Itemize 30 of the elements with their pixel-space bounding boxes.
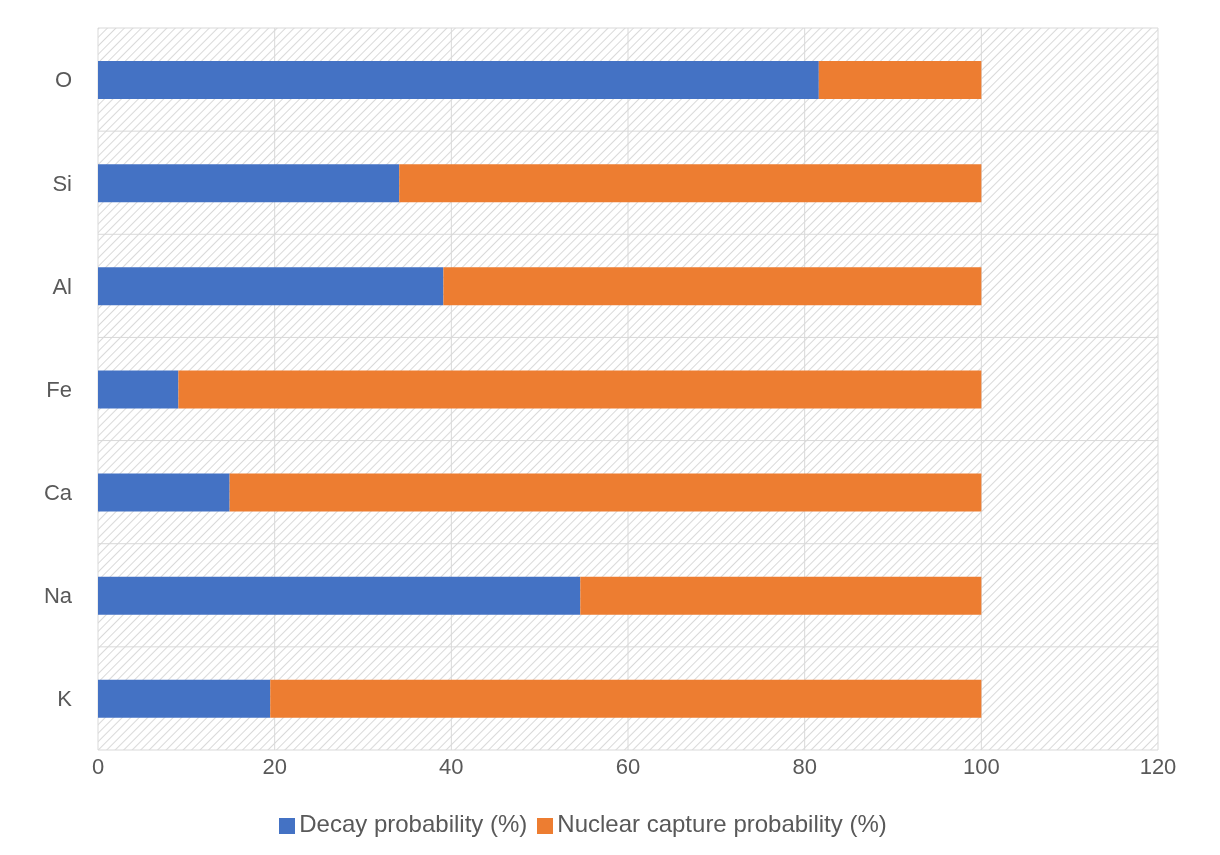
y-tick-label: Al [52,273,72,299]
x-tick-label: 120 [1139,753,1177,779]
bar [98,473,230,512]
bar [270,679,982,718]
y-tick-label: Si [52,170,72,196]
y-tick-label: Ca [43,479,73,505]
bar [580,576,982,615]
bar [98,370,179,409]
y-tick-label: Na [43,583,73,609]
legend-label: Nuclear capture probability (%) [557,810,887,837]
bar [98,267,444,306]
bar [98,679,271,718]
y-tick-label: K [57,686,73,712]
bar [98,61,819,99]
x-tick-label: 80 [792,753,817,779]
y-tick-label: O [54,67,72,93]
x-tick-label: 100 [962,753,1000,779]
bar [399,164,982,203]
x-tick-label: 0 [91,753,105,779]
bar [178,370,982,409]
bar [443,267,982,306]
x-tick-label: 60 [615,753,641,779]
y-tick-label: Fe [46,376,72,402]
bar [98,576,581,615]
bar [229,473,982,512]
x-tick-label: 40 [439,753,464,779]
x-tick-label: 20 [262,753,287,779]
bar [818,61,982,99]
bar [98,164,400,203]
legend-label: Decay probability (%) [299,810,528,837]
